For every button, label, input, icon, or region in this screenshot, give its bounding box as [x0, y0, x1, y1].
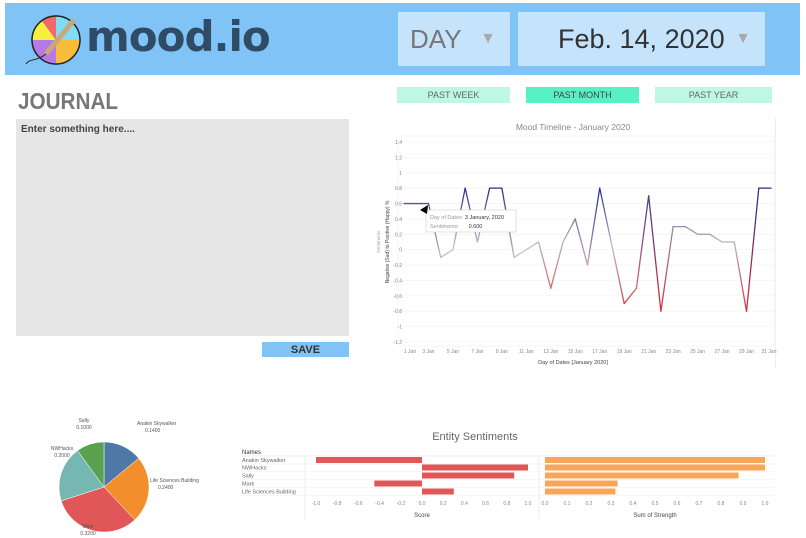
strength-tick: 0.3: [608, 501, 615, 507]
pie-slice: [58, 450, 105, 502]
tab-past-week[interactable]: PAST WEEK: [397, 87, 510, 103]
pie-value: 0.3200: [80, 531, 96, 537]
entity-name: Mark: [242, 482, 254, 488]
strength-tick: 0.9: [740, 501, 747, 507]
tab-past-month[interactable]: PAST MONTH: [526, 87, 639, 103]
chevron-down-icon: ▼: [735, 30, 751, 47]
date-select[interactable]: Feb. 14, 2020 ▼: [518, 12, 765, 66]
pie-value: 0.1000: [76, 425, 92, 431]
pie-label: Anakin Skywalker: [137, 421, 177, 427]
score-bar: [316, 457, 422, 463]
strength-tick: 0.4: [630, 501, 637, 507]
save-button[interactable]: SAVE: [262, 342, 349, 357]
pie-slice: [60, 486, 136, 533]
score-bar: [374, 480, 422, 487]
score-tick: 0.4: [461, 501, 468, 507]
pie-label: Sally: [79, 418, 90, 424]
journal-title: JOURNAL: [18, 88, 119, 114]
score-bar: [422, 488, 454, 495]
strength-tick: 0.1: [564, 501, 571, 507]
pie-slice: [77, 441, 105, 488]
strength-tick: 0.7: [696, 501, 703, 507]
score-tick: -0.2: [396, 501, 405, 507]
pie-label: NWHacks: [51, 446, 74, 452]
score-tick: -1.0: [312, 501, 321, 507]
score-bar: [422, 464, 528, 471]
entity-name: Sally: [242, 474, 254, 480]
pie-label: Life Sciences Building: [150, 478, 199, 484]
logo-text: mood.io: [86, 12, 271, 61]
score-tick: -0.4: [375, 501, 384, 507]
period-select-value: DAY: [410, 23, 462, 54]
strength-tick: 1.0: [762, 501, 769, 507]
row-header: Names: [242, 450, 261, 456]
period-select[interactable]: DAY ▼: [398, 12, 510, 66]
journal-input[interactable]: [16, 119, 349, 336]
strength-bar: [545, 472, 739, 479]
strength-tick: 0.5: [652, 501, 659, 507]
pie-value: 0.2000: [54, 453, 70, 459]
pie-label: Mark: [82, 524, 94, 530]
strength-bar: [545, 457, 765, 463]
strength-tick: 0.0: [542, 501, 549, 507]
strength-bar: [545, 480, 618, 487]
score-bar: [422, 472, 515, 479]
entity-name: Anakin Skywalker: [242, 458, 286, 464]
strength-bar: [545, 488, 616, 495]
score-tick: 0.0: [419, 501, 426, 507]
strength-tick: 0.8: [718, 501, 725, 507]
score-tick: -0.6: [354, 501, 363, 507]
score-tick: 1.0: [525, 501, 532, 507]
tab-past-year[interactable]: PAST YEAR: [655, 87, 772, 103]
score-axis-title: Score: [414, 513, 430, 519]
chevron-down-icon: ▼: [480, 30, 496, 47]
pie-slice: [103, 457, 150, 521]
mood-timeline-panel: [376, 118, 776, 368]
score-tick: 0.8: [503, 501, 510, 507]
entity-sentiments-title: Entity Sentiments: [432, 431, 518, 443]
entity-name: Life Sciences Building: [242, 490, 296, 496]
date-select-value: Feb. 14, 2020: [558, 23, 725, 54]
strength-tick: 0.6: [674, 501, 681, 507]
score-tick: 0.6: [482, 501, 489, 507]
score-tick: -0.8: [333, 501, 342, 507]
strength-bar: [545, 464, 765, 471]
entity-name: NWHacks: [242, 466, 267, 472]
strength-tick: 0.2: [586, 501, 593, 507]
pie-value: 0.2400: [158, 485, 174, 491]
score-tick: 0.2: [440, 501, 447, 507]
strength-axis-title: Sum of Strength: [633, 513, 676, 519]
pie-value: 0.1400: [145, 428, 161, 434]
logo-icon: [25, 15, 81, 65]
